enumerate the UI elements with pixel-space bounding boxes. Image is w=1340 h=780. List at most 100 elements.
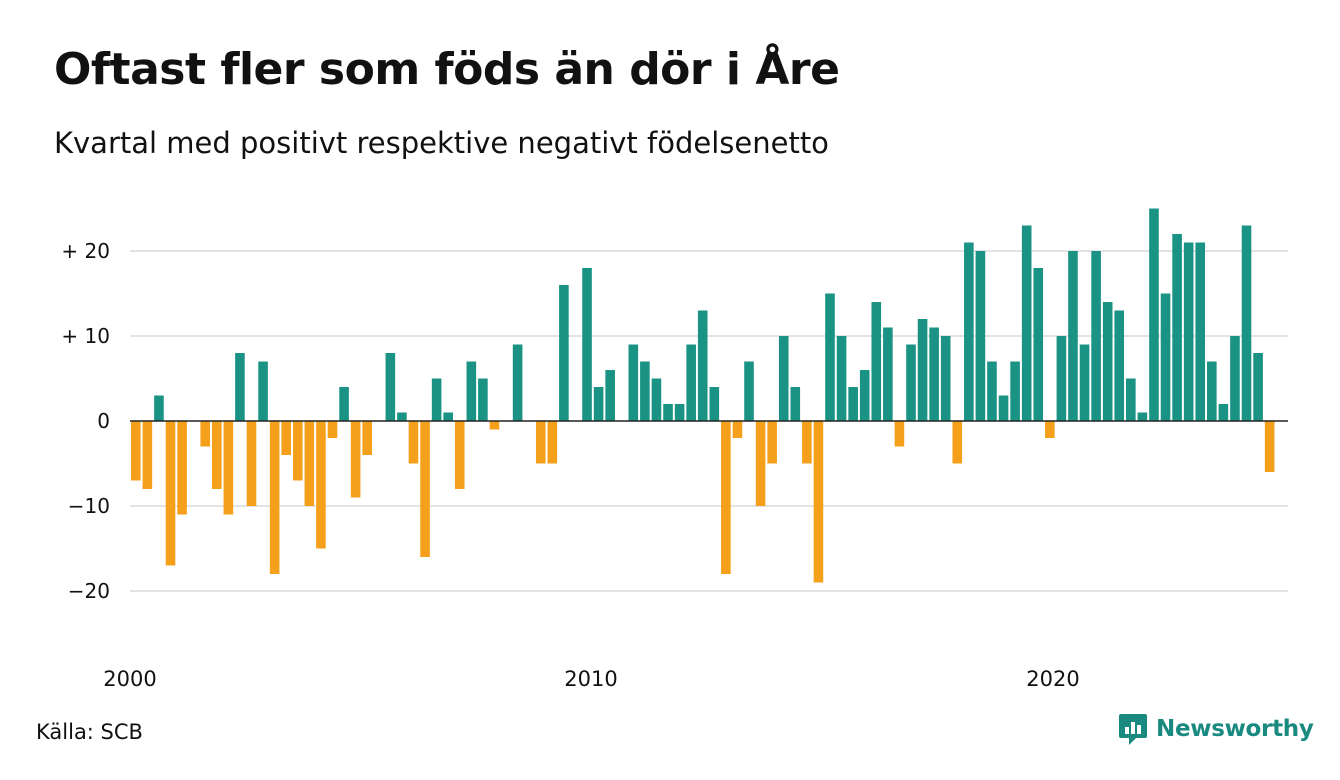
bar-negative[interactable] bbox=[200, 421, 211, 447]
bar-positive[interactable] bbox=[1218, 404, 1229, 421]
bar-positive[interactable] bbox=[1079, 344, 1090, 422]
bar-positive[interactable] bbox=[1207, 361, 1217, 422]
bar-negative[interactable] bbox=[223, 421, 234, 515]
bar-negative[interactable] bbox=[281, 421, 292, 455]
bar-positive[interactable] bbox=[1010, 361, 1020, 422]
bar-positive[interactable] bbox=[1091, 251, 1101, 421]
bar-positive[interactable] bbox=[859, 370, 870, 421]
bar-negative[interactable] bbox=[767, 421, 777, 464]
bar-negative[interactable] bbox=[327, 421, 338, 438]
bar-negative[interactable] bbox=[894, 421, 905, 447]
bar-positive[interactable] bbox=[778, 336, 789, 421]
source-note: Källa: SCB bbox=[36, 720, 143, 744]
bar-positive[interactable] bbox=[697, 310, 708, 422]
bar-positive[interactable] bbox=[1114, 310, 1125, 422]
newsworthy-logo-icon bbox=[1119, 714, 1147, 745]
bar-positive[interactable] bbox=[512, 344, 523, 422]
bar-positive[interactable] bbox=[385, 353, 396, 421]
bar-negative[interactable] bbox=[350, 421, 361, 498]
bar-negative[interactable] bbox=[269, 421, 280, 574]
bar-positive[interactable] bbox=[1033, 268, 1044, 421]
bar-negative[interactable] bbox=[802, 421, 812, 464]
bar-positive[interactable] bbox=[1126, 378, 1136, 422]
bar-positive[interactable] bbox=[1021, 225, 1032, 422]
bar-positive[interactable] bbox=[559, 285, 569, 421]
bar-positive[interactable] bbox=[258, 361, 268, 422]
bar-negative[interactable] bbox=[408, 421, 419, 464]
bar-negative[interactable] bbox=[1264, 421, 1275, 472]
bar-positive[interactable] bbox=[998, 395, 1009, 422]
bar-positive[interactable] bbox=[1172, 234, 1182, 421]
bar-positive[interactable] bbox=[744, 361, 754, 422]
bar-positive[interactable] bbox=[478, 378, 488, 422]
bar-negative[interactable] bbox=[142, 421, 153, 489]
x-tick-label: 2010 bbox=[564, 667, 617, 691]
bar-positive[interactable] bbox=[605, 370, 615, 421]
bar-positive[interactable] bbox=[397, 412, 407, 422]
bar-positive[interactable] bbox=[1102, 302, 1113, 421]
bar-negative[interactable] bbox=[165, 421, 176, 566]
bar-positive[interactable] bbox=[1195, 242, 1206, 422]
bar-negative[interactable] bbox=[813, 421, 824, 583]
bar-positive[interactable] bbox=[663, 404, 673, 421]
bar-positive[interactable] bbox=[582, 268, 592, 421]
y-tick-label: + 20 bbox=[61, 239, 110, 263]
bar-positive[interactable] bbox=[154, 395, 164, 422]
bar-positive[interactable] bbox=[1183, 242, 1194, 422]
bar-negative[interactable] bbox=[454, 421, 465, 489]
bar-positive[interactable] bbox=[1056, 336, 1067, 421]
bar-positive[interactable] bbox=[987, 361, 997, 422]
bar-positive[interactable] bbox=[848, 387, 858, 421]
bar-positive[interactable] bbox=[1068, 251, 1078, 421]
bar-negative[interactable] bbox=[211, 421, 222, 489]
bar-positive[interactable] bbox=[1230, 336, 1240, 421]
bar-positive[interactable] bbox=[871, 302, 882, 421]
bar-positive[interactable] bbox=[1149, 208, 1159, 422]
bar-positive[interactable] bbox=[929, 327, 939, 422]
bar-positive[interactable] bbox=[628, 344, 639, 422]
bar-positive[interactable] bbox=[836, 336, 847, 421]
bar-positive[interactable] bbox=[443, 412, 453, 422]
bar-negative[interactable] bbox=[1045, 421, 1055, 438]
bar-positive[interactable] bbox=[651, 378, 662, 422]
bar-positive[interactable] bbox=[1160, 293, 1171, 422]
bar-positive[interactable] bbox=[640, 361, 650, 422]
bar-negative[interactable] bbox=[131, 421, 141, 481]
bar-positive[interactable] bbox=[906, 344, 916, 422]
bar-negative[interactable] bbox=[362, 421, 372, 455]
bar-positive[interactable] bbox=[674, 404, 685, 421]
bar-positive[interactable] bbox=[431, 378, 442, 422]
brand-name: Newsworthy bbox=[1156, 716, 1314, 742]
bar-positive[interactable] bbox=[339, 387, 349, 421]
bar-positive[interactable] bbox=[1241, 225, 1252, 422]
bar-negative[interactable] bbox=[246, 421, 257, 506]
bar-negative[interactable] bbox=[755, 421, 766, 506]
bar-negative[interactable] bbox=[952, 421, 963, 464]
bar-negative[interactable] bbox=[732, 421, 743, 438]
bar-negative[interactable] bbox=[292, 421, 303, 481]
bar-negative[interactable] bbox=[177, 421, 187, 515]
bar-positive[interactable] bbox=[825, 293, 835, 422]
bar-negative[interactable] bbox=[547, 421, 558, 464]
bar-positive[interactable] bbox=[883, 327, 893, 422]
bar-negative[interactable] bbox=[316, 421, 326, 549]
bar-positive[interactable] bbox=[1253, 353, 1263, 421]
bar-negative[interactable] bbox=[489, 421, 500, 430]
bar-positive[interactable] bbox=[466, 361, 477, 422]
bar-positive[interactable] bbox=[917, 319, 928, 421]
bar-positive[interactable] bbox=[709, 387, 720, 421]
bar-positive[interactable] bbox=[686, 344, 696, 422]
bar-positive[interactable] bbox=[593, 387, 604, 421]
bar-negative[interactable] bbox=[721, 421, 731, 574]
bar-positive[interactable] bbox=[975, 251, 986, 421]
x-tick-label: 2000 bbox=[103, 667, 156, 691]
bar-positive[interactable] bbox=[940, 336, 951, 421]
bar-positive[interactable] bbox=[964, 242, 974, 422]
bar-negative[interactable] bbox=[420, 421, 430, 557]
bar-negative[interactable] bbox=[535, 421, 546, 464]
bar-positive[interactable] bbox=[235, 353, 245, 421]
bar-positive[interactable] bbox=[1137, 412, 1148, 422]
bar-negative[interactable] bbox=[304, 421, 315, 506]
bar-positive[interactable] bbox=[790, 387, 801, 421]
brand-logo[interactable]: Newsworthy bbox=[1118, 712, 1314, 746]
